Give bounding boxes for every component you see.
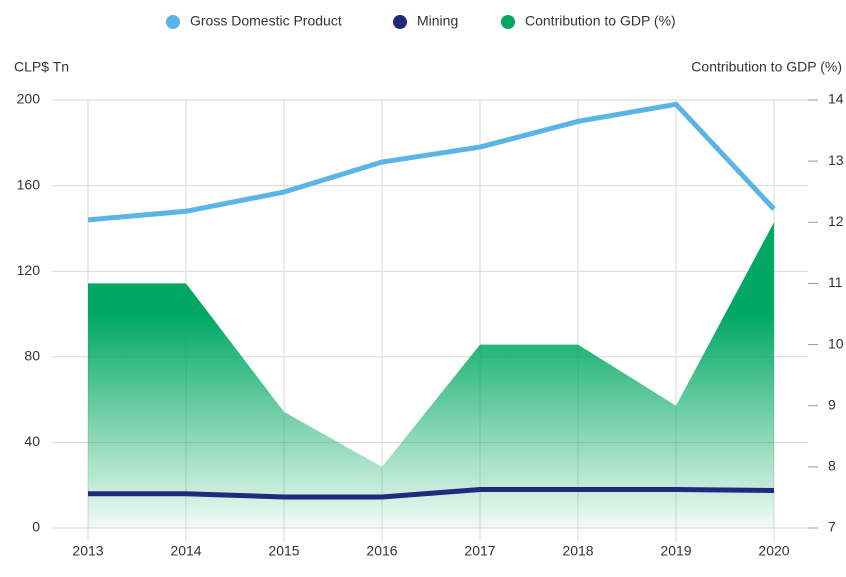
- y2-tick-label: 9: [828, 396, 836, 412]
- y-tick-label: 160: [17, 176, 41, 192]
- y2-tick-label: 8: [828, 458, 836, 474]
- legend-label: Contribution to GDP (%): [525, 13, 676, 29]
- series-line: [87, 101, 776, 223]
- y2-axis-title: Contribution to GDP (%): [691, 59, 842, 75]
- y-axis-title: CLP$ Tn: [14, 59, 69, 75]
- x-tick-label: 2016: [366, 543, 397, 559]
- legend-label: Mining: [417, 13, 458, 29]
- y-tick-label: 40: [24, 433, 40, 449]
- legend-swatch: [166, 15, 180, 29]
- marks-layer: [87, 101, 776, 529]
- x-tick-label: 2018: [562, 543, 593, 559]
- legend-swatch: [501, 15, 515, 29]
- foreground-layer: 0 40 80 120 160 200 7 8 9 10 11 12 13 14 2013 2014 2015 2…: [17, 13, 844, 559]
- legend-label: Gross Domestic Product: [190, 13, 342, 29]
- series-line: [88, 486, 775, 500]
- series-area: [88, 222, 774, 529]
- y-tick-label: 120: [17, 262, 41, 278]
- x-tick-label: 2014: [170, 543, 201, 559]
- y2-tick-label: 11: [828, 274, 843, 290]
- x-tick-label: 2017: [464, 543, 495, 559]
- x-tick-label: 2013: [72, 543, 103, 559]
- y2-tick-label: 12: [828, 213, 844, 229]
- y2-tick-label: 7: [828, 519, 836, 535]
- y2-tick-label: 14: [828, 91, 844, 107]
- x-tick-label: 2015: [268, 543, 299, 559]
- legend-swatch: [393, 15, 407, 29]
- y-tick-label: 0: [32, 519, 40, 535]
- x-tick-label: 2019: [660, 543, 691, 559]
- y-tick-label: 80: [24, 348, 40, 364]
- y2-tick-label: 13: [828, 152, 844, 168]
- y-tick-label: 200: [17, 91, 41, 107]
- x-tick-label: 2020: [758, 543, 789, 559]
- y2-tick-label: 10: [828, 335, 844, 351]
